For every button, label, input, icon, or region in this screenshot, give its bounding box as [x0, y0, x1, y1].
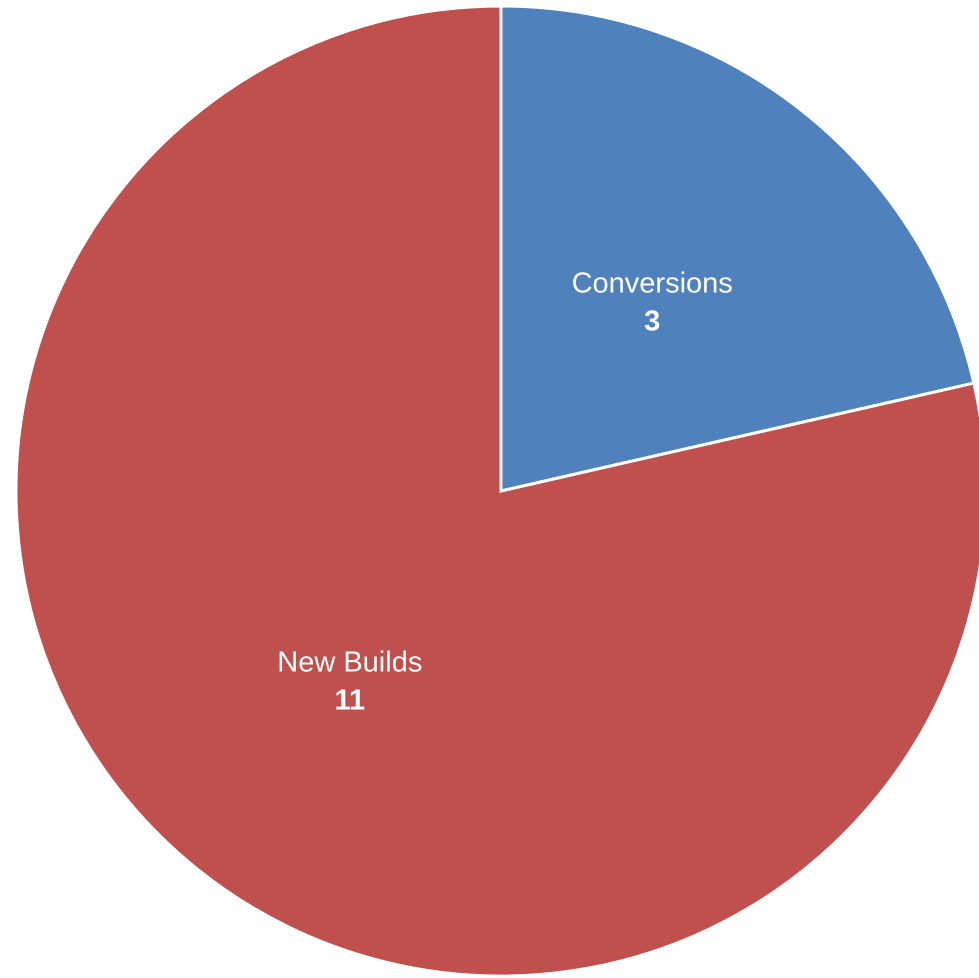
slices-layer — [14, 4, 979, 978]
data-label-name-conversions: Conversions — [572, 267, 733, 299]
data-label-value-conversions: 3 — [644, 305, 660, 337]
data-label-name-new-builds: New Builds — [277, 647, 422, 679]
data-label-value-new-builds: 11 — [334, 685, 365, 717]
pie-slice-new-builds — [14, 4, 979, 978]
labels-layer: Conversions 3 New Builds 11 — [277, 267, 733, 716]
pie-slice-conversions — [499, 4, 976, 493]
